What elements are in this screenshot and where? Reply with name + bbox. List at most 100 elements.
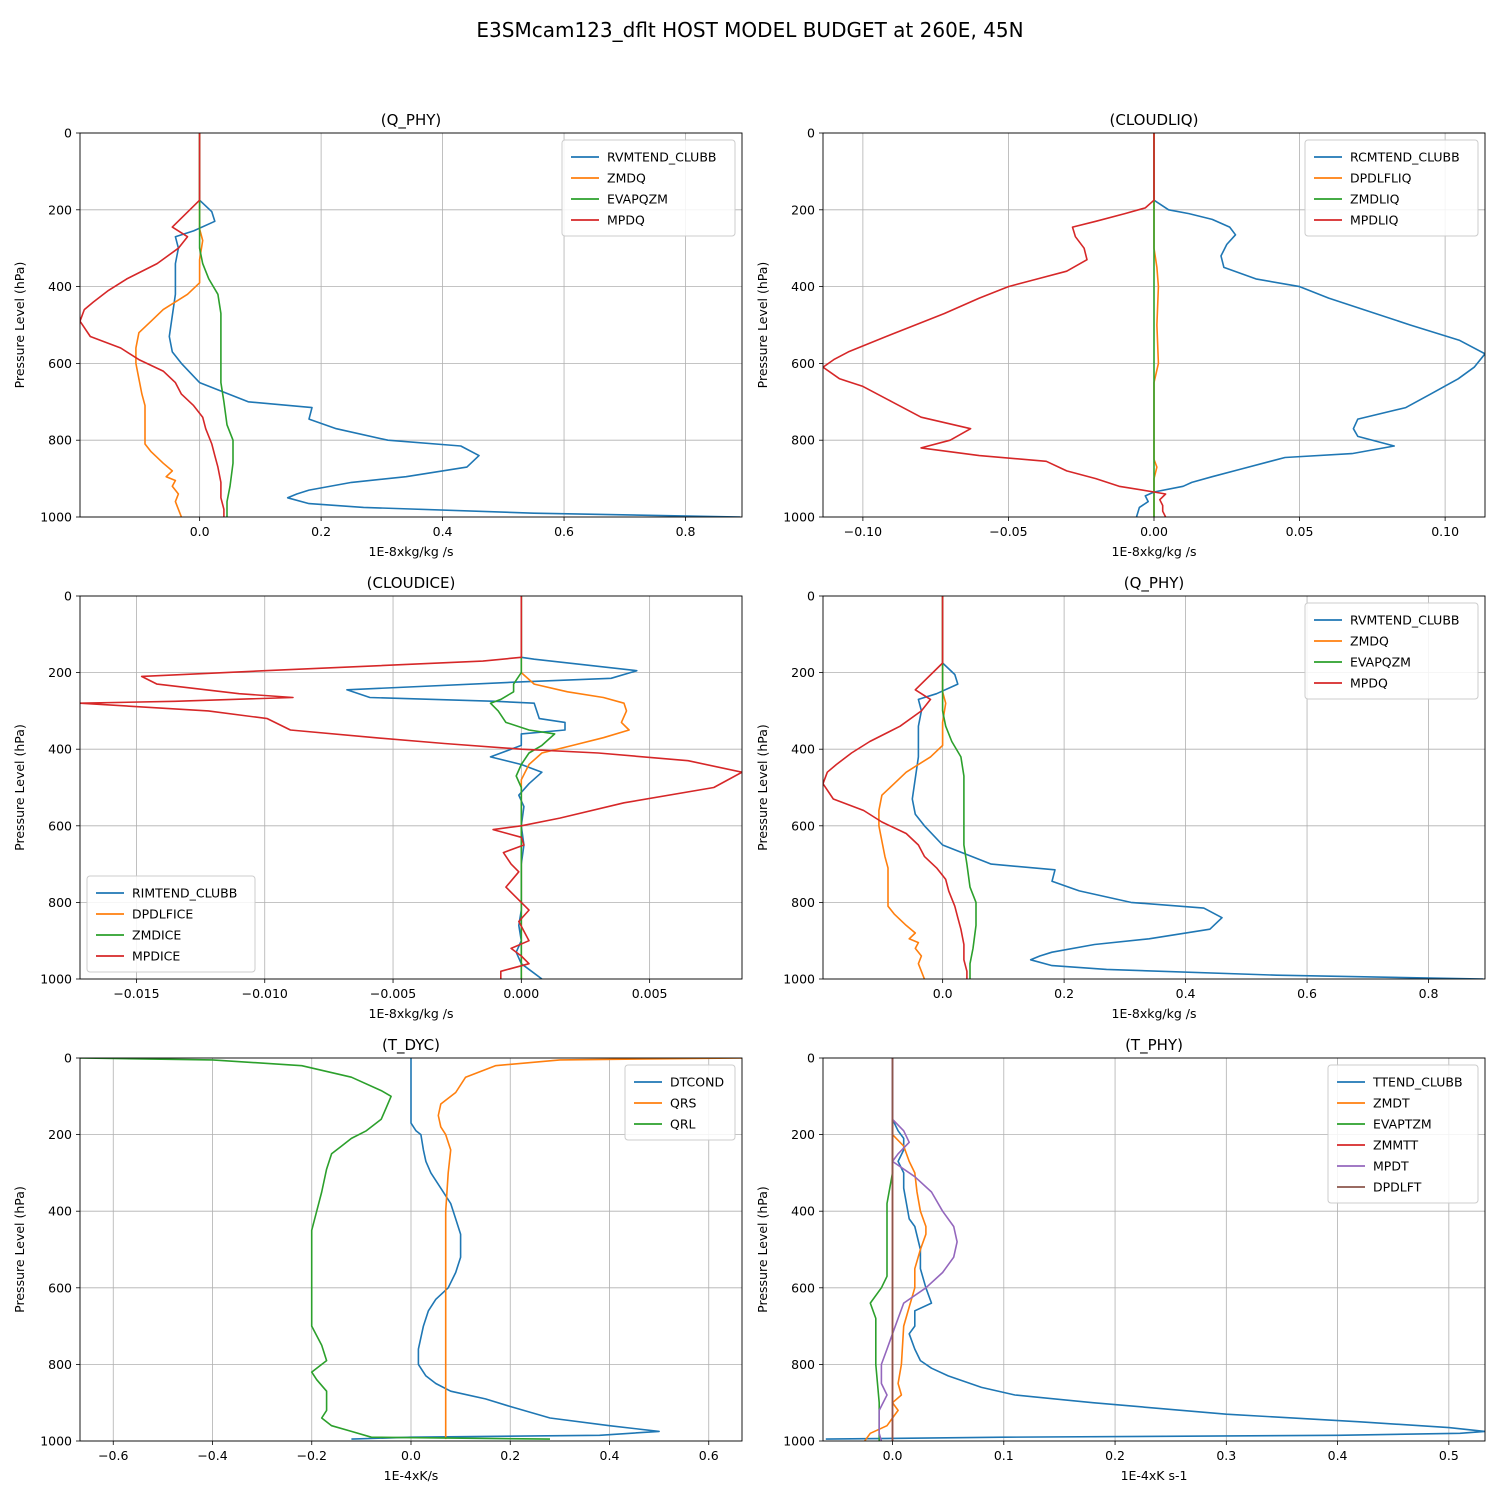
legend-label: ZMMTT: [1373, 1138, 1419, 1153]
series-line-mpdliq: [823, 133, 1167, 517]
legend: DTCOND QRS QRL: [624, 1064, 736, 1141]
legend-label: DPDLFICE: [132, 907, 193, 922]
series-line-evapqzm: [941, 596, 977, 979]
x-tick-label: −0.010: [242, 986, 288, 1001]
series-line-dpdlfice: [520, 596, 630, 979]
subplot-2: −0.10 −0.05 0.00 0.05 0.10 0 200 400 600 800 1000 (…: [755, 111, 1486, 559]
x-tick-label: 0.3: [1216, 1448, 1236, 1463]
legend-box: [1327, 1064, 1479, 1204]
x-axis-label: 1E-8xkg/kg /s: [369, 1006, 454, 1021]
y-tick-label: 800: [48, 1357, 72, 1372]
series-line-rimtend-clubb: [346, 596, 638, 979]
legend: RVMTEND_CLUBB ZMDQ EVAPQZM MPDQ: [1304, 602, 1479, 700]
y-tick-label: 600: [791, 1280, 815, 1295]
x-axis-label: 1E-8xkg/kg /s: [1112, 544, 1197, 559]
y-tick-label: 800: [48, 895, 72, 910]
y-tick-label: 200: [791, 665, 815, 680]
y-axis-label: Pressure Level (hPa): [755, 724, 770, 851]
series-line-mpdq: [80, 133, 225, 517]
legend-box: [1304, 139, 1479, 237]
y-tick-label: 600: [791, 356, 815, 371]
y-tick-label: 1000: [783, 972, 815, 987]
subplot-title: (Q_PHY): [1124, 574, 1185, 593]
x-axis-label: 1E-4xK s-1: [1121, 1468, 1188, 1483]
y-tick-label: 800: [48, 433, 72, 448]
subplot-title: (T_DYC): [382, 1036, 440, 1055]
series-line-evapqzm: [198, 133, 234, 517]
y-tick-label: 600: [48, 818, 72, 833]
x-axis-label: 1E-8xkg/kg /s: [1112, 1006, 1197, 1021]
series-line-mpdice: [80, 596, 742, 979]
y-tick-label: 400: [791, 742, 815, 757]
x-tick-label: −0.05: [989, 524, 1027, 539]
y-axis-label: Pressure Level (hPa): [755, 262, 770, 389]
x-tick-label: −0.10: [844, 524, 882, 539]
legend-label: MPDLIQ: [1350, 213, 1399, 228]
legend-label: DPDLFT: [1373, 1180, 1422, 1195]
y-tick-label: 1000: [40, 1434, 72, 1449]
y-tick-label: 600: [48, 1280, 72, 1295]
y-axis-label: Pressure Level (hPa): [12, 1186, 27, 1313]
legend: RVMTEND_CLUBB ZMDQ EVAPQZM MPDQ: [561, 139, 736, 237]
y-tick-label: 0: [807, 1051, 815, 1066]
x-tick-label: 0.8: [676, 524, 696, 539]
y-tick-label: 1000: [40, 972, 72, 987]
legend-label: TTEND_CLUBB: [1372, 1075, 1463, 1090]
legend-label: DPDLFLIQ: [1350, 171, 1412, 186]
x-tick-label: 0.2: [311, 524, 331, 539]
y-tick-label: 200: [48, 202, 72, 217]
legend-label: EVAPQZM: [607, 192, 668, 207]
x-tick-label: 0.05: [1286, 524, 1314, 539]
y-axis-label: Pressure Level (hPa): [12, 262, 27, 389]
x-tick-label: 0.000: [503, 986, 539, 1001]
series-line-mpdq: [823, 596, 968, 979]
series-line-zmdq: [135, 133, 204, 517]
subplot-4: 0.0 0.2 0.4 0.6 0.8 0 200 400 600 800 1000 (Q_PHY) 1…: [755, 574, 1486, 1021]
series-line-evaptzm: [869, 1058, 894, 1441]
legend-label: MPDT: [1373, 1159, 1409, 1174]
x-tick-label: −0.2: [297, 1448, 327, 1463]
subplot-3: −0.015 −0.010 −0.005 0.000 0.005 0 200 400 600 80…: [12, 574, 743, 1021]
legend-label: QRL: [670, 1117, 696, 1132]
figure-title: E3SMcam123_dflt HOST MODEL BUDGET at 260…: [476, 18, 1023, 42]
x-tick-label: 0.4: [1176, 986, 1196, 1001]
x-tick-label: 0.0: [401, 1448, 421, 1463]
legend-label: MPDICE: [132, 949, 180, 964]
legend-label: ZMDQ: [607, 171, 646, 186]
x-tick-label: −0.015: [113, 986, 159, 1001]
x-tick-label: 0.4: [1328, 1448, 1348, 1463]
y-tick-label: 200: [791, 1127, 815, 1142]
legend-label: RVMTEND_CLUBB: [1350, 613, 1459, 628]
series-line-rcmtend-clubb: [1135, 133, 1485, 517]
y-tick-label: 200: [791, 202, 815, 217]
y-tick-label: 1000: [40, 510, 72, 525]
y-tick-label: 800: [791, 895, 815, 910]
series-line-qrs: [437, 1058, 742, 1440]
x-tick-label: 0.4: [600, 1448, 620, 1463]
axes-frame: [822, 1057, 1486, 1442]
subplot-title: (T_PHY): [1125, 1036, 1183, 1055]
series-line-zmdq: [878, 596, 947, 979]
series-line-zmdt: [864, 1058, 927, 1441]
series-line-rvmtend-clubb: [911, 596, 1484, 979]
legend-label: DTCOND: [670, 1075, 724, 1090]
y-tick-label: 0: [64, 589, 72, 604]
x-tick-label: 0.2: [1105, 1448, 1125, 1463]
axes-frame: [79, 132, 743, 518]
y-tick-label: 0: [64, 126, 72, 141]
legend-label: MPDQ: [607, 213, 645, 228]
legend-label: EVAPQZM: [1350, 655, 1411, 670]
axes-frame: [79, 595, 743, 980]
x-tick-label: 0.5: [1439, 1448, 1459, 1463]
subplot-5: −0.6 −0.4 −0.2 0.0 0.2 0.4 0.6 0 200 400 600 800 100…: [12, 1036, 743, 1483]
series-line-qrl: [80, 1058, 551, 1440]
y-axis-label: Pressure Level (hPa): [755, 1186, 770, 1313]
x-tick-label: 0.6: [699, 1448, 719, 1463]
x-tick-label: −0.4: [197, 1448, 227, 1463]
legend-label: QRS: [670, 1096, 697, 1111]
legend-box: [624, 1064, 736, 1141]
subplot-title: (CLOUDLIQ): [1110, 111, 1199, 129]
y-tick-label: 0: [807, 589, 815, 604]
series-line-dtcond: [351, 1058, 660, 1440]
subplot-title: (Q_PHY): [381, 111, 442, 130]
